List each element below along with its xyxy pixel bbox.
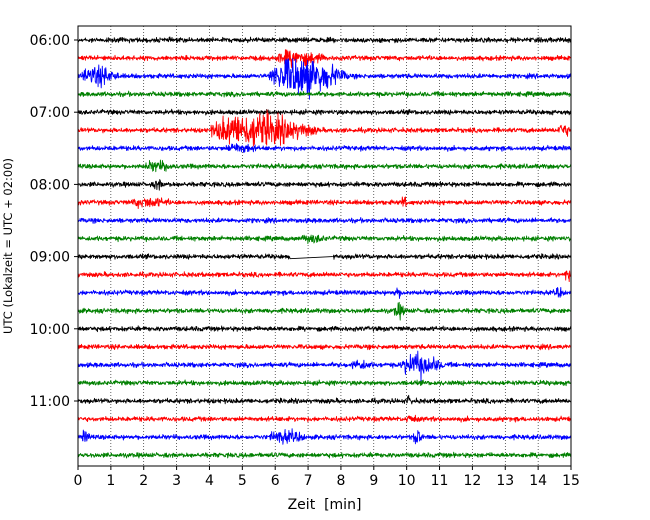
x-tick-label-13: 13 — [496, 473, 514, 489]
x-tick-label-7: 7 — [304, 473, 313, 489]
y-tick-label-07:00: 07:00 — [30, 105, 70, 121]
traces — [77, 36, 572, 459]
trace-0645 — [77, 90, 572, 98]
y-axis-label: UTC (Lokalzeit = UTC + 02:00) — [1, 158, 15, 334]
trace-0630 — [77, 58, 572, 100]
plot-frame — [77, 25, 572, 467]
y-tick-label-10:00: 10:00 — [30, 322, 70, 338]
x-tick-label-9: 9 — [369, 473, 378, 489]
y-tick-label-08:00: 08:00 — [30, 177, 70, 193]
trace-0800 — [77, 179, 572, 191]
trace-0600 — [77, 36, 572, 44]
trace-0815 — [77, 196, 572, 210]
y-tick-label-09:00: 09:00 — [30, 250, 70, 266]
x-tick-label-1: 1 — [106, 473, 115, 489]
trace-1030 — [77, 350, 572, 382]
trace-1115 — [77, 414, 572, 423]
y-tick-label-06:00: 06:00 — [30, 33, 70, 49]
trace-1100 — [77, 394, 572, 405]
trace-0830 — [77, 217, 572, 224]
trace-0945 — [77, 301, 572, 321]
trace-1015 — [77, 343, 572, 351]
x-tick-label-2: 2 — [139, 473, 148, 489]
trace-0730 — [77, 143, 572, 153]
y-tick-label-11:00: 11:00 — [30, 394, 70, 410]
x-tick-label-15: 15 — [562, 473, 580, 489]
x-axis-label: Zeit [min] — [288, 497, 362, 513]
x-tick-label-5: 5 — [238, 473, 247, 489]
x-tick-label-3: 3 — [172, 473, 181, 489]
x-tick-label-10: 10 — [398, 473, 416, 489]
trace-1000 — [77, 325, 572, 333]
x-tick-label-6: 6 — [271, 473, 280, 489]
trace-0745 — [77, 159, 572, 173]
x-tick-label-8: 8 — [336, 473, 345, 489]
x-tick-label-4: 4 — [205, 473, 214, 489]
trace-0615 — [77, 49, 572, 68]
x-tick-label-12: 12 — [463, 473, 481, 489]
trace-0930 — [77, 286, 572, 299]
x-tick-label-0: 0 — [74, 473, 83, 489]
trace-0915 — [77, 270, 572, 283]
trace-1145 — [77, 451, 572, 459]
trace-0900 — [77, 253, 572, 260]
trace-0700 — [77, 108, 572, 116]
trace-0845 — [77, 234, 572, 245]
trace-0715 — [77, 109, 572, 147]
trace-1130 — [77, 428, 572, 445]
x-axis-ticks: 0 1 2 3 4 5 6 7 8 9 10 11 12 13 14 15 — [74, 466, 580, 489]
x-tick-label-14: 14 — [529, 473, 547, 489]
x-tick-label-11: 11 — [431, 473, 449, 489]
y-axis-ticks: 06:00 07:00 08:00 09:00 10:00 11:00 — [30, 33, 78, 410]
trace-1045 — [77, 379, 572, 387]
